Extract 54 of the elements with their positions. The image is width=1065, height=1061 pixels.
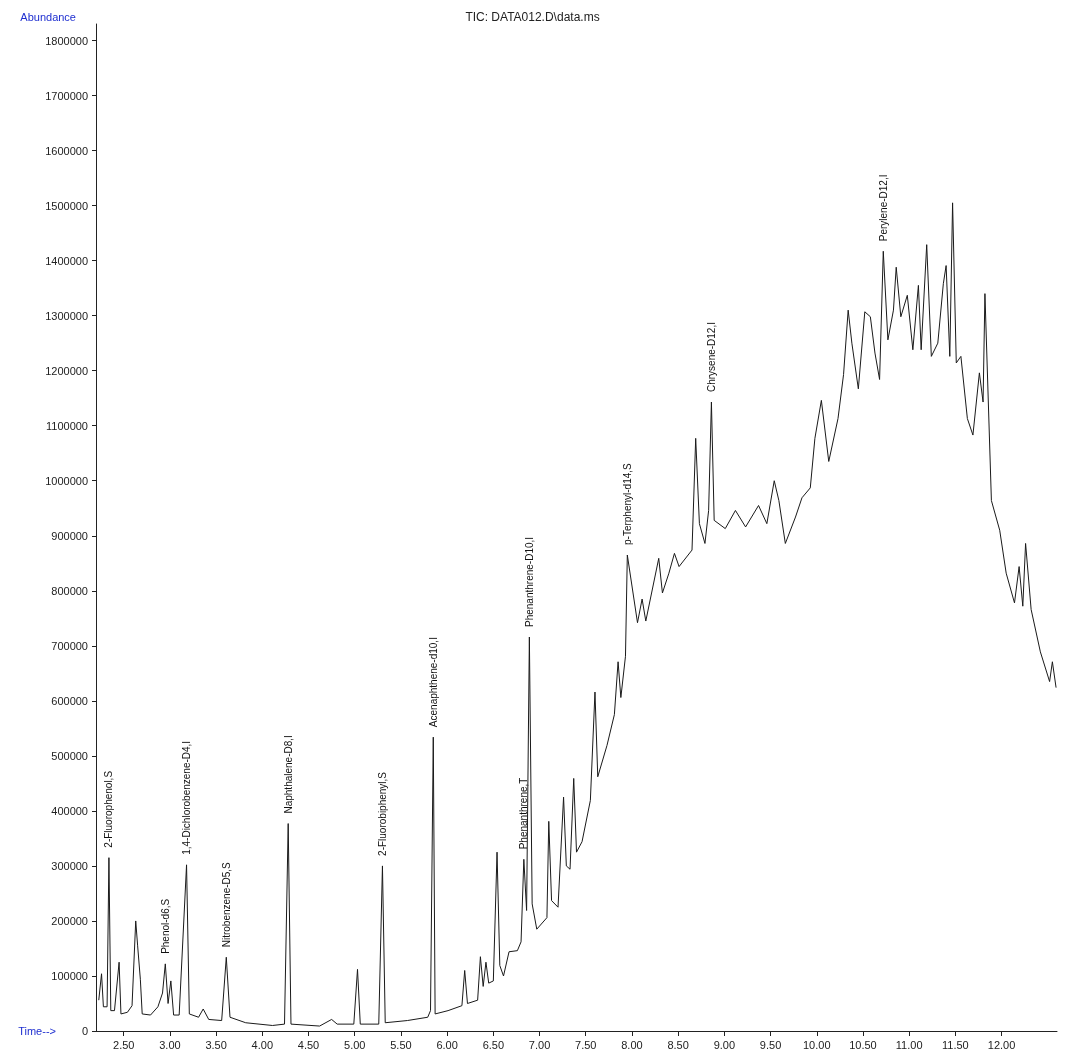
x-tick-label: 8.50 <box>667 1038 689 1051</box>
annotation: Naphthalene-D8,I <box>282 735 294 814</box>
y-tick-label: 500000 <box>51 749 88 762</box>
y-tick-label: 800000 <box>51 584 88 597</box>
y-tick-label: 1200000 <box>45 364 88 377</box>
x-axis-title: Time--> <box>18 1025 56 1037</box>
x-tick-label: 3.00 <box>159 1038 181 1051</box>
x-tick-label: 2.50 <box>113 1038 135 1051</box>
y-tick-label: 1500000 <box>45 199 88 212</box>
x-tick-label: 5.50 <box>390 1038 412 1051</box>
annotation: Acenaphthene-d10,I <box>427 637 439 728</box>
x-tick-label: 11.50 <box>942 1038 969 1051</box>
y-tick-label: 300000 <box>51 859 88 872</box>
x-tick-label: 9.00 <box>713 1038 736 1051</box>
annotation: Perylene-D12,I <box>877 174 889 242</box>
x-tick-label: 7.00 <box>528 1038 551 1051</box>
annotation: p-Terphenyl-d14,S <box>621 462 633 546</box>
y-tick-label: 200000 <box>51 914 88 927</box>
y-tick-label: 900000 <box>51 529 88 542</box>
x-tick-label: 6.00 <box>436 1038 458 1051</box>
y-tick-label: 600000 <box>51 694 88 707</box>
annotation: Nitrobenzene-D5,S <box>220 861 232 948</box>
y-tick-label: 1300000 <box>45 309 88 322</box>
y-tick-label: 0 <box>81 1025 88 1037</box>
annotation: Phenanthrene-D10,I <box>523 536 535 627</box>
x-tick-label: 8.00 <box>621 1038 643 1051</box>
x-tick-label: 6.50 <box>482 1038 505 1051</box>
x-tick-label: 12.00 <box>987 1038 1016 1051</box>
y-tick-label: 1100000 <box>45 419 88 432</box>
annotation: Phenol-d6,S <box>159 898 171 954</box>
y-tick-label: 1700000 <box>45 89 88 102</box>
annotation: 2-Fluorophenol,S <box>103 770 115 848</box>
chart-title: TIC: DATA012.D\data.ms <box>465 10 600 24</box>
annotation: 1,4-Dichlorobenzene-D4,I <box>181 740 193 855</box>
x-tick-label: 4.00 <box>251 1038 274 1051</box>
x-tick-label: 9.50 <box>759 1038 782 1051</box>
x-tick-label: 7.50 <box>575 1038 597 1051</box>
x-tick-label: 3.50 <box>205 1038 227 1051</box>
annotation: Chrysene-D12,I <box>705 322 717 393</box>
x-tick-label: 5.00 <box>344 1038 366 1051</box>
y-tick-label: 100000 <box>51 969 88 982</box>
x-tick-label: 4.50 <box>297 1038 320 1051</box>
y-tick-label: 1000000 <box>45 474 88 487</box>
y-tick-label: 400000 <box>51 804 88 817</box>
x-tick-label: 10.50 <box>849 1038 877 1051</box>
y-tick-label: 700000 <box>51 639 88 652</box>
x-tick-label: 10.00 <box>802 1038 831 1051</box>
annotation: 2-Fluorobiphenyl,S <box>376 771 388 856</box>
y-axis-title: Abundance <box>20 10 76 23</box>
y-tick-label: 1400000 <box>45 254 88 267</box>
annotation: Phenanthrene,T <box>518 777 530 850</box>
y-tick-label: 1600000 <box>45 144 88 157</box>
x-tick-label: 11.00 <box>895 1038 923 1051</box>
y-tick-label: 1800000 <box>45 34 88 47</box>
